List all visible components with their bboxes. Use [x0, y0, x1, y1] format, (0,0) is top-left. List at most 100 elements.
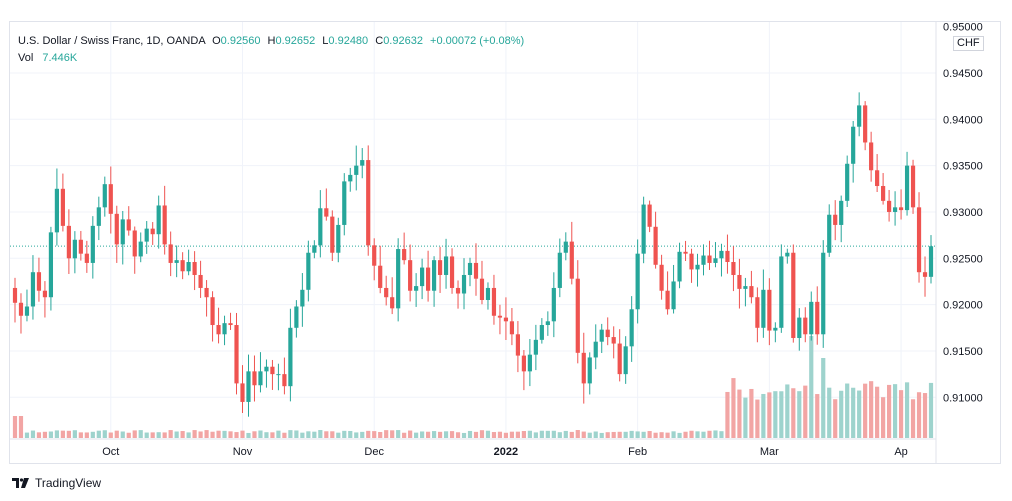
candle[interactable]	[96, 196, 101, 241]
candle[interactable]	[767, 278, 772, 346]
candle[interactable]	[857, 92, 862, 137]
candle[interactable]	[24, 289, 30, 322]
candle[interactable]	[294, 300, 299, 338]
candle[interactable]	[623, 336, 628, 384]
candle[interactable]	[72, 231, 77, 274]
candle[interactable]	[234, 312, 239, 395]
candle[interactable]	[869, 131, 874, 182]
candle[interactable]	[821, 240, 826, 348]
candle[interactable]	[467, 257, 473, 287]
candle[interactable]	[180, 252, 185, 280]
candle[interactable]	[479, 260, 485, 305]
candle[interactable]	[875, 154, 880, 192]
candle[interactable]	[12, 277, 18, 323]
candle[interactable]	[485, 282, 491, 310]
candle[interactable]	[156, 195, 161, 249]
candle[interactable]	[713, 242, 718, 268]
candle[interactable]	[581, 332, 586, 404]
candle[interactable]	[264, 359, 269, 388]
candle[interactable]	[719, 243, 724, 277]
candle[interactable]	[761, 269, 766, 338]
candle[interactable]	[408, 244, 413, 302]
candle[interactable]	[605, 317, 610, 346]
candle[interactable]	[833, 200, 838, 241]
candle[interactable]	[186, 249, 191, 276]
candle[interactable]	[120, 210, 125, 265]
candle[interactable]	[551, 272, 556, 338]
candle[interactable]	[455, 280, 461, 309]
candle[interactable]	[569, 221, 574, 285]
candle[interactable]	[276, 363, 281, 391]
candle[interactable]	[414, 273, 419, 307]
candle[interactable]	[78, 230, 83, 261]
candle[interactable]	[384, 275, 389, 306]
candle[interactable]	[288, 308, 293, 402]
candle[interactable]	[390, 277, 395, 315]
candle[interactable]	[66, 209, 71, 274]
candle[interactable]	[575, 260, 580, 364]
candle[interactable]	[659, 254, 664, 300]
volume-label[interactable]: Vol	[18, 52, 34, 64]
candle[interactable]	[30, 255, 36, 320]
candle[interactable]	[827, 204, 832, 257]
candle[interactable]	[509, 308, 515, 346]
candle[interactable]	[204, 280, 209, 317]
candle[interactable]	[635, 239, 640, 324]
candle[interactable]	[240, 365, 245, 414]
candle[interactable]	[162, 185, 167, 255]
candle[interactable]	[473, 243, 479, 296]
candle[interactable]	[503, 297, 509, 341]
candle[interactable]	[108, 166, 113, 234]
candle[interactable]	[539, 318, 544, 344]
candle[interactable]	[755, 287, 760, 343]
candle[interactable]	[270, 359, 275, 390]
candle[interactable]	[689, 248, 694, 283]
candle[interactable]	[102, 176, 107, 217]
candle[interactable]	[892, 191, 898, 226]
candle[interactable]	[54, 168, 59, 246]
candle[interactable]	[904, 151, 910, 216]
candle[interactable]	[174, 245, 179, 278]
candle[interactable]	[881, 173, 886, 205]
candle[interactable]	[90, 216, 95, 279]
tradingview-logo-icon[interactable]	[12, 477, 30, 489]
candle[interactable]	[707, 240, 712, 270]
candle[interactable]	[563, 232, 568, 261]
currency-badge[interactable]: CHF	[953, 36, 984, 51]
candle[interactable]	[491, 274, 497, 325]
candle[interactable]	[611, 326, 616, 359]
candle[interactable]	[426, 250, 431, 302]
candle[interactable]	[641, 196, 646, 264]
candle[interactable]	[252, 355, 257, 402]
candle[interactable]	[318, 190, 323, 258]
candle[interactable]	[306, 240, 311, 302]
candle[interactable]	[354, 145, 359, 191]
candle[interactable]	[545, 311, 550, 336]
candle[interactable]	[48, 226, 54, 311]
candle[interactable]	[863, 101, 868, 151]
candle[interactable]	[246, 354, 251, 417]
candle[interactable]	[210, 291, 215, 342]
candle[interactable]	[671, 264, 676, 314]
candle[interactable]	[42, 281, 48, 318]
candle[interactable]	[851, 120, 856, 183]
candle[interactable]	[192, 251, 197, 291]
candle[interactable]	[695, 253, 700, 287]
candle[interactable]	[126, 206, 131, 236]
candle[interactable]	[743, 277, 748, 307]
candle[interactable]	[348, 167, 353, 192]
candle[interactable]	[665, 271, 670, 315]
candle[interactable]	[791, 244, 796, 343]
candle[interactable]	[324, 188, 329, 221]
candle[interactable]	[402, 232, 407, 265]
candle[interactable]	[84, 240, 89, 273]
symbol-label[interactable]: U.S. Dollar / Swiss Franc, 1D, OANDA	[18, 35, 206, 47]
candle[interactable]	[803, 307, 808, 343]
candle[interactable]	[258, 352, 263, 393]
candle[interactable]	[150, 222, 155, 245]
candle[interactable]	[461, 258, 467, 310]
candle[interactable]	[378, 245, 383, 294]
brand-name[interactable]: TradingView	[35, 476, 102, 490]
candle[interactable]	[910, 159, 916, 214]
